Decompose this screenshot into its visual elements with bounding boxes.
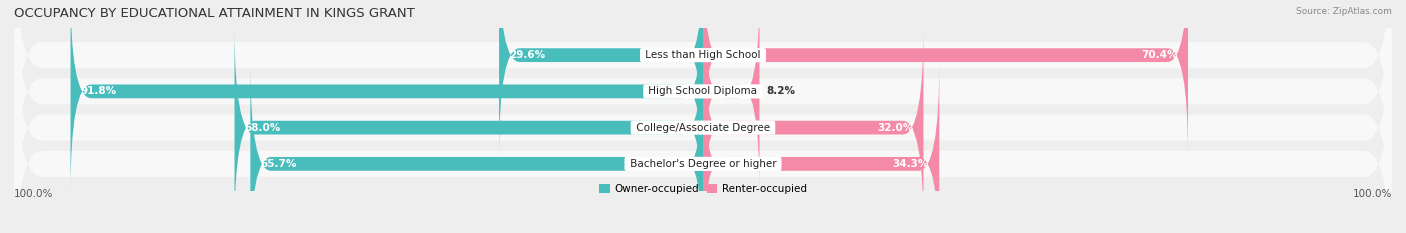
FancyBboxPatch shape [14, 32, 1392, 233]
Text: 70.4%: 70.4% [1142, 50, 1178, 60]
Text: 8.2%: 8.2% [766, 86, 796, 96]
Legend: Owner-occupied, Renter-occupied: Owner-occupied, Renter-occupied [599, 184, 807, 194]
Text: OCCUPANCY BY EDUCATIONAL ATTAINMENT IN KINGS GRANT: OCCUPANCY BY EDUCATIONAL ATTAINMENT IN K… [14, 7, 415, 20]
Text: 32.0%: 32.0% [877, 123, 912, 133]
FancyBboxPatch shape [14, 0, 1392, 187]
Text: College/Associate Degree: College/Associate Degree [633, 123, 773, 133]
Text: Less than High School: Less than High School [643, 50, 763, 60]
FancyBboxPatch shape [70, 0, 703, 193]
FancyBboxPatch shape [499, 0, 703, 157]
FancyBboxPatch shape [14, 0, 1392, 233]
FancyBboxPatch shape [703, 26, 924, 230]
FancyBboxPatch shape [703, 0, 759, 193]
Text: 29.6%: 29.6% [509, 50, 546, 60]
Text: 100.0%: 100.0% [14, 188, 53, 199]
Text: 34.3%: 34.3% [893, 159, 929, 169]
FancyBboxPatch shape [14, 0, 1392, 223]
Text: 65.7%: 65.7% [260, 159, 297, 169]
FancyBboxPatch shape [250, 62, 703, 233]
Text: Bachelor's Degree or higher: Bachelor's Degree or higher [627, 159, 779, 169]
FancyBboxPatch shape [235, 26, 703, 230]
FancyBboxPatch shape [703, 0, 1188, 157]
Text: 100.0%: 100.0% [1353, 188, 1392, 199]
Text: 91.8%: 91.8% [82, 86, 117, 96]
Text: Source: ZipAtlas.com: Source: ZipAtlas.com [1296, 7, 1392, 16]
Text: 68.0%: 68.0% [245, 123, 281, 133]
Text: High School Diploma: High School Diploma [645, 86, 761, 96]
FancyBboxPatch shape [703, 62, 939, 233]
